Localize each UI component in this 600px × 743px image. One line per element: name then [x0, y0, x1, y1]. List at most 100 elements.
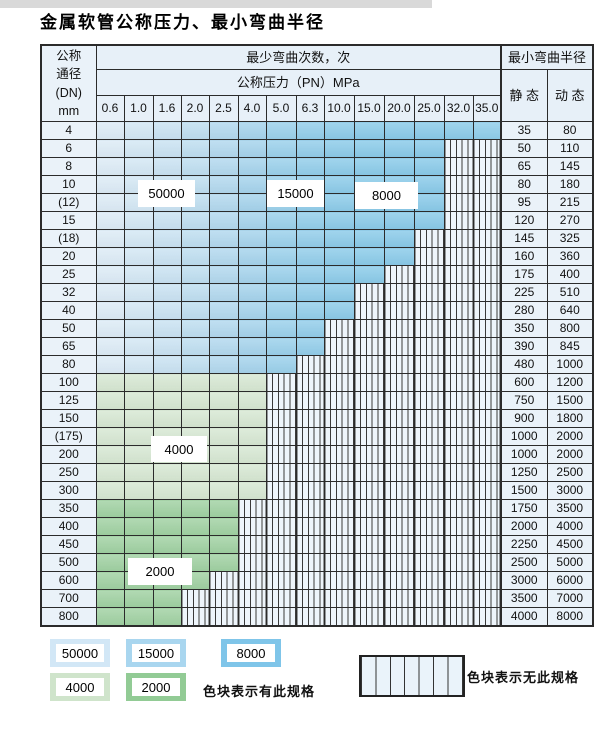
spec-unavailable-cell: [443, 319, 474, 338]
table-row-dn-150: 150 900 1800: [40, 409, 594, 428]
spec-available-cell: [237, 247, 267, 266]
dn-cell: (12): [40, 193, 97, 212]
spec-available-cell: [152, 121, 182, 140]
spec-available-cell: [208, 463, 239, 482]
dynamic-radius-value: 510: [546, 283, 594, 302]
spec-available-cell: [123, 427, 154, 446]
static-radius-value: 3500: [500, 589, 548, 608]
dynamic-radius-value: 800: [546, 319, 594, 338]
dynamic-radius-value: 2000: [546, 427, 594, 446]
dn-cell: 400: [40, 517, 97, 536]
spec-unavailable-cell: [472, 481, 502, 500]
spec-unavailable-cell: [383, 265, 415, 284]
spec-available-cell: [208, 391, 239, 410]
spec-available-cell: [295, 301, 325, 320]
dn-cell: 10: [40, 175, 97, 194]
spec-unavailable-cell: [413, 463, 445, 482]
spec-available-cell: [265, 157, 297, 176]
spec-available-cell: [208, 211, 239, 230]
spec-unavailable-cell: [295, 481, 325, 500]
spec-available-cell: [208, 373, 239, 392]
spec-available-cell: [123, 283, 154, 302]
table-row-dn-40: 40 280 640: [40, 301, 594, 320]
spec-available-cell: [265, 337, 297, 356]
spec-available-cell: [295, 283, 325, 302]
legend-swatch-label: 4000: [56, 678, 104, 696]
spec-available-cell: [123, 337, 154, 356]
spec-available-cell: [152, 607, 182, 627]
spec-available-cell: [237, 319, 267, 338]
spec-unavailable-cell: [383, 391, 415, 410]
spec-unavailable-cell: [472, 175, 502, 194]
spec-available-cell: [180, 535, 210, 554]
pressure-col-header: 4.0: [237, 95, 267, 122]
spec-unavailable-cell: [443, 283, 474, 302]
spec-unavailable-cell: [353, 355, 385, 374]
spec-available-cell: [123, 265, 154, 284]
spec-unavailable-cell: [265, 463, 297, 482]
pressure-col-header: 25.0: [413, 95, 445, 122]
spec-available-cell: [123, 589, 154, 608]
spec-available-cell: [323, 247, 355, 266]
spec-unavailable-cell: [383, 445, 415, 464]
spec-available-cell: [323, 175, 355, 194]
spec-available-cell: [95, 391, 125, 410]
spec-available-cell: [152, 391, 182, 410]
static-radius-value: 1250: [500, 463, 548, 482]
spec-available-cell: [353, 211, 385, 230]
spec-available-cell: [123, 301, 154, 320]
dynamic-radius-value: 5000: [546, 553, 594, 572]
static-radius-value: 95: [500, 193, 548, 212]
spec-unavailable-cell: [323, 355, 355, 374]
dn-cell: 8: [40, 157, 97, 176]
pressure-col-header: 1.0: [123, 95, 154, 122]
spec-unavailable-cell: [443, 427, 474, 446]
pressure-col-header: 10.0: [323, 95, 355, 122]
table-row-dn-32: 32 225 510: [40, 283, 594, 302]
spec-unavailable-cell: [265, 607, 297, 627]
table-row-dn-450: 450 2250 4500: [40, 535, 594, 554]
spec-unavailable-cell: [472, 337, 502, 356]
spec-unavailable-cell: [413, 355, 445, 374]
spec-available-cell: [237, 121, 267, 140]
dn-cell: 25: [40, 265, 97, 284]
spec-available-cell: [180, 301, 210, 320]
spec-available-cell: [208, 175, 239, 194]
spec-unavailable-cell: [413, 553, 445, 572]
spec-available-cell: [123, 409, 154, 428]
spec-available-cell: [152, 517, 182, 536]
spec-available-cell: [265, 139, 297, 158]
spec-unavailable-cell: [265, 391, 297, 410]
spec-unavailable-cell: [237, 571, 267, 590]
spec-unavailable-cell: [265, 409, 297, 428]
dynamic-radius-value: 80: [546, 121, 594, 140]
static-radius-value: 120: [500, 211, 548, 230]
spec-unavailable-cell: [443, 481, 474, 500]
dynamic-radius-value: 1500: [546, 391, 594, 410]
dynamic-radius-value: 2500: [546, 463, 594, 482]
spec-unavailable-cell: [383, 319, 415, 338]
table-row-dn-8: 8 65 145: [40, 157, 594, 176]
dynamic-radius-value: 6000: [546, 571, 594, 590]
spec-available-cell: [95, 481, 125, 500]
table-row-dn-700: 700 3500 7000: [40, 589, 594, 608]
legend-swatch-label: 50000: [56, 644, 104, 662]
spec-unavailable-cell: [353, 409, 385, 428]
spec-available-cell: [265, 121, 297, 140]
spec-unavailable-cell: [443, 517, 474, 536]
spec-unavailable-cell: [443, 229, 474, 248]
dn-cell: 32: [40, 283, 97, 302]
spec-available-cell: [237, 229, 267, 248]
spec-unavailable-cell: [383, 355, 415, 374]
spec-unavailable-cell: [472, 229, 502, 248]
pressure-col-header: 0.6: [95, 95, 125, 122]
dn-cell: 15: [40, 211, 97, 230]
spec-available-cell: [180, 157, 210, 176]
spec-unavailable-cell: [265, 589, 297, 608]
dynamic-radius-value: 270: [546, 211, 594, 230]
dn-cell: 6: [40, 139, 97, 158]
spec-available-cell: [237, 193, 267, 212]
dn-cell: 50: [40, 319, 97, 338]
spec-unavailable-cell: [472, 445, 502, 464]
spec-available-cell: [123, 535, 154, 554]
